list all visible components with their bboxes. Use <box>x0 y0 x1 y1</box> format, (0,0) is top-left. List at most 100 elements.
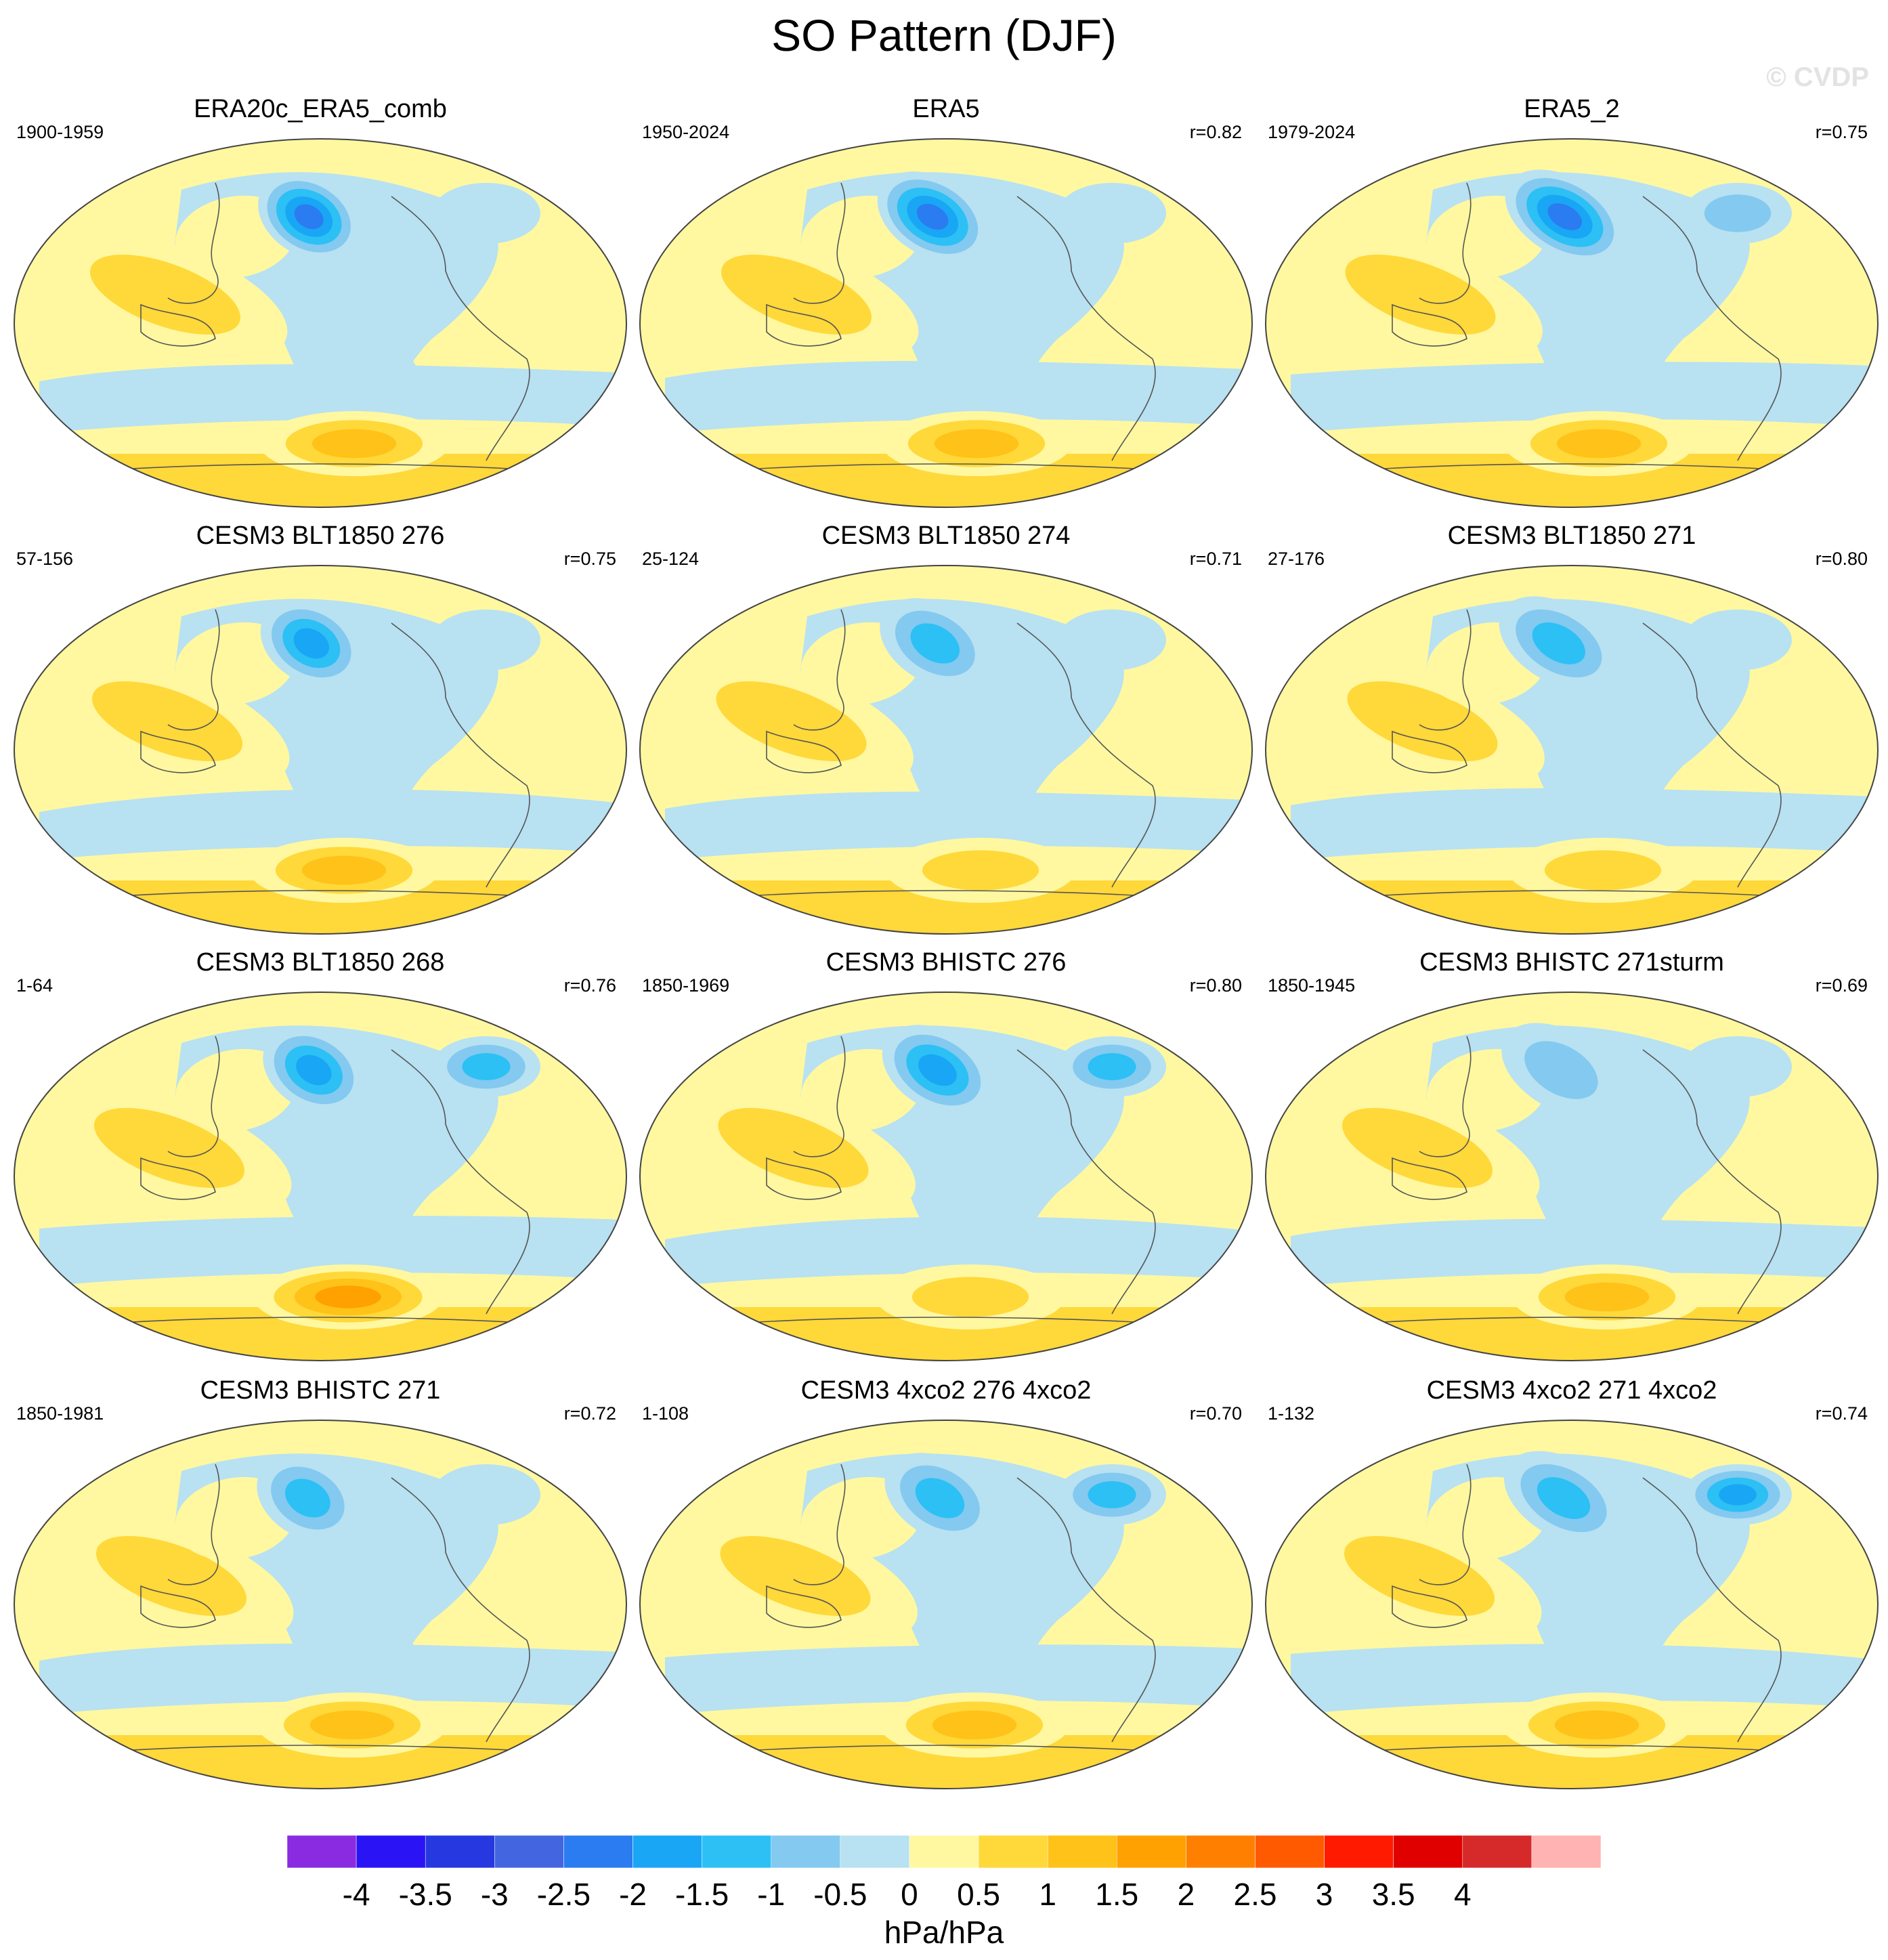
map-border <box>1265 1420 1879 1789</box>
panel-years: 57-156 <box>16 549 74 569</box>
aleutian-low-level <box>296 1054 332 1086</box>
map-border <box>14 992 627 1361</box>
colorbar-tick-label: 2.5 <box>1233 1877 1277 1912</box>
south-pacific-high-level <box>934 429 1019 459</box>
map-plot <box>1265 992 1879 1361</box>
colorbar-swatch <box>1186 1835 1256 1868</box>
southern-negative-band <box>1291 1218 1873 1287</box>
indo-pacific-lobe-level <box>1342 1108 1493 1188</box>
colorbar-tick-label: -1 <box>757 1877 786 1912</box>
australia-coast <box>766 730 842 773</box>
map-border <box>1265 138 1879 508</box>
americas-coast <box>1642 622 1782 888</box>
australia-coast <box>140 303 216 347</box>
indo-pacific-lobe-level <box>716 681 867 761</box>
panel-years: 1-64 <box>16 975 53 996</box>
americas-coast <box>1642 1477 1782 1743</box>
southern-negative-band <box>1291 362 1873 433</box>
figure-title: SO Pattern (DJF) <box>771 10 1117 60</box>
map-plot <box>1265 1420 1879 1789</box>
americas-coast <box>391 196 530 461</box>
asia-coast <box>1419 1036 1472 1157</box>
aleutian-low-level <box>1524 1041 1598 1099</box>
map-border <box>14 565 627 935</box>
panel-years: 1-108 <box>642 1403 689 1424</box>
map-plot <box>639 138 1253 508</box>
map-panel: ERA20c_ERA5_comb 1900-1959 <box>12 95 628 515</box>
indo-pacific-lobe-level <box>94 1108 244 1188</box>
colorbar-swatch <box>563 1835 633 1868</box>
panel-years: 1900-1959 <box>16 122 104 142</box>
indo-pacific-lobe-level <box>1345 255 1496 335</box>
indo-pacific-lobe-level <box>90 255 240 335</box>
map-plot <box>14 992 627 1361</box>
panel-years: 25-124 <box>642 549 700 569</box>
colorbar-swatch <box>632 1835 702 1868</box>
south-pacific-high-level <box>1544 850 1662 891</box>
south-pacific-trough-level <box>1562 1177 1663 1241</box>
asia-coast <box>1419 182 1472 304</box>
americas-coast <box>1016 1049 1156 1315</box>
panel-years: 1-132 <box>1268 1403 1315 1424</box>
southern-negative-band <box>1291 788 1873 860</box>
south-pacific-high-level <box>911 1277 1029 1317</box>
australia-coast <box>1392 1157 1467 1200</box>
field-layer <box>1266 992 1878 1361</box>
map-plot <box>1265 565 1879 935</box>
australia-coast <box>766 1157 842 1200</box>
map-plot <box>1265 138 1879 508</box>
panel-title: CESM3 BLT1850 274 <box>821 521 1071 550</box>
north-atlantic-center-level <box>1058 610 1166 670</box>
map-plot <box>639 992 1253 1361</box>
panel-title: CESM3 BLT1850 276 <box>196 521 445 550</box>
map-panel: CESM3 BHISTC 271 1850-1981 r=0.72 <box>12 1376 628 1796</box>
panel-title: CESM3 BHISTC 271 <box>200 1376 441 1405</box>
north-atlantic-center-level <box>1683 610 1792 670</box>
south-pacific-trough-level <box>1568 750 1668 814</box>
asia-coast <box>793 609 846 731</box>
panel-title: CESM3 BLT1850 268 <box>196 948 445 977</box>
north-atlantic-center-level <box>462 1053 511 1080</box>
south-pacific-trough-level <box>939 1177 1039 1241</box>
panel-title: ERA5_2 <box>1524 95 1620 123</box>
south-pacific-trough-level <box>941 1605 1041 1669</box>
colorbar-tick-label: 3.5 <box>1371 1877 1415 1912</box>
colorbar-tick-label: -4 <box>342 1877 370 1912</box>
north-atlantic-center-level <box>1088 1053 1136 1080</box>
aleutian-low-level <box>918 1054 957 1086</box>
colorbar-swatch <box>1531 1835 1601 1868</box>
panel-years: 1979-2024 <box>1268 122 1356 142</box>
panel-years: 1850-1981 <box>16 1403 104 1424</box>
map-border <box>639 138 1253 508</box>
map-border <box>1265 565 1879 935</box>
aleutian-low-level <box>915 1478 965 1518</box>
panel-pattern-correlation: r=0.82 <box>1189 122 1242 142</box>
panel-pattern-correlation: r=0.75 <box>1815 122 1868 142</box>
panel-pattern-correlation: r=0.76 <box>563 975 616 996</box>
indo-pacific-lobe-level <box>721 255 872 335</box>
colorbar-tick-label: 3 <box>1315 1877 1333 1912</box>
panel-pattern-correlation: r=0.71 <box>1189 549 1242 569</box>
south-pacific-high-level <box>301 855 387 885</box>
colorbar-swatch <box>771 1835 841 1868</box>
southern-negative-band <box>665 791 1247 860</box>
north-atlantic-center-level <box>1058 183 1166 244</box>
colorbar-swatch <box>702 1835 771 1868</box>
field-layer <box>1266 139 1878 507</box>
americas-coast <box>391 1477 530 1743</box>
asia-coast <box>167 1036 220 1157</box>
south-pacific-trough-level <box>318 324 418 387</box>
colorbar-swatch <box>1393 1835 1463 1868</box>
south-pacific-trough-level <box>1564 1605 1665 1669</box>
indo-pacific-lobe-level <box>92 681 242 761</box>
australia-coast <box>766 1585 842 1628</box>
indo-pacific-lobe-level <box>1344 1536 1495 1616</box>
asia-coast <box>1419 1464 1472 1585</box>
map-plot <box>14 138 627 508</box>
asia-coast <box>167 182 220 304</box>
australia-coast <box>140 730 216 773</box>
north-atlantic-center-level <box>432 610 540 670</box>
north-atlantic-center-level <box>1683 1036 1792 1097</box>
map-plot <box>639 565 1253 935</box>
map-border <box>639 565 1253 935</box>
